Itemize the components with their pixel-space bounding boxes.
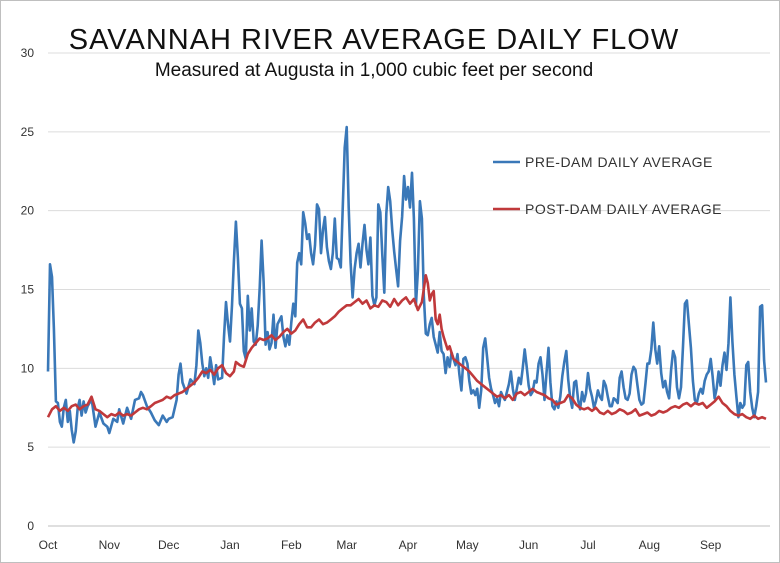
- x-tick-label-jan: Jan: [220, 538, 239, 552]
- y-axis: 0 5 10 15 20 25 30: [21, 46, 35, 533]
- grid-lines: [48, 52, 770, 527]
- series-layer: [46, 125, 768, 444]
- y-tick-label: 10: [21, 361, 35, 375]
- x-tick-label-feb: Feb: [281, 538, 302, 552]
- y-tick-label: 15: [21, 283, 35, 297]
- legend-label-0: PRE-DAM DAILY AVERAGE: [525, 154, 713, 170]
- y-tick-label: 5: [27, 440, 34, 454]
- x-axis: Oct Nov Dec Jan Feb Mar Apr May Jun Jul Aug Sep: [39, 538, 722, 552]
- chart-title: SAVANNAH RIVER AVERAGE DAILY FLOW: [69, 24, 679, 56]
- x-tick-label-aug: Aug: [639, 538, 660, 552]
- x-tick-label-mar: Mar: [336, 538, 357, 552]
- y-tick-label: 20: [21, 204, 35, 218]
- legend-label-1: POST-DAM DAILY AVERAGE: [525, 201, 722, 217]
- x-tick-label-may: May: [456, 538, 479, 552]
- legend: PRE-DAM DAILY AVERAGE POST-DAM DAILY AVER…: [493, 154, 722, 217]
- x-tick-label-oct: Oct: [39, 538, 58, 552]
- x-tick-label-nov: Nov: [99, 538, 120, 552]
- y-tick-label: 30: [21, 46, 35, 60]
- x-tick-label-apr: Apr: [399, 538, 418, 552]
- y-tick-label: 0: [27, 519, 34, 533]
- series-line-pre-dam: [46, 125, 768, 444]
- series-line-post-dam: [46, 274, 767, 421]
- x-tick-label-jul: Jul: [580, 538, 595, 552]
- y-tick-label: 25: [21, 125, 35, 139]
- x-tick-label-jun: Jun: [519, 538, 538, 552]
- chart-subtitle: Measured at Augusta in 1,000 cubic feet …: [155, 60, 593, 81]
- x-tick-label-sep: Sep: [700, 538, 722, 552]
- x-tick-label-dec: Dec: [158, 538, 179, 552]
